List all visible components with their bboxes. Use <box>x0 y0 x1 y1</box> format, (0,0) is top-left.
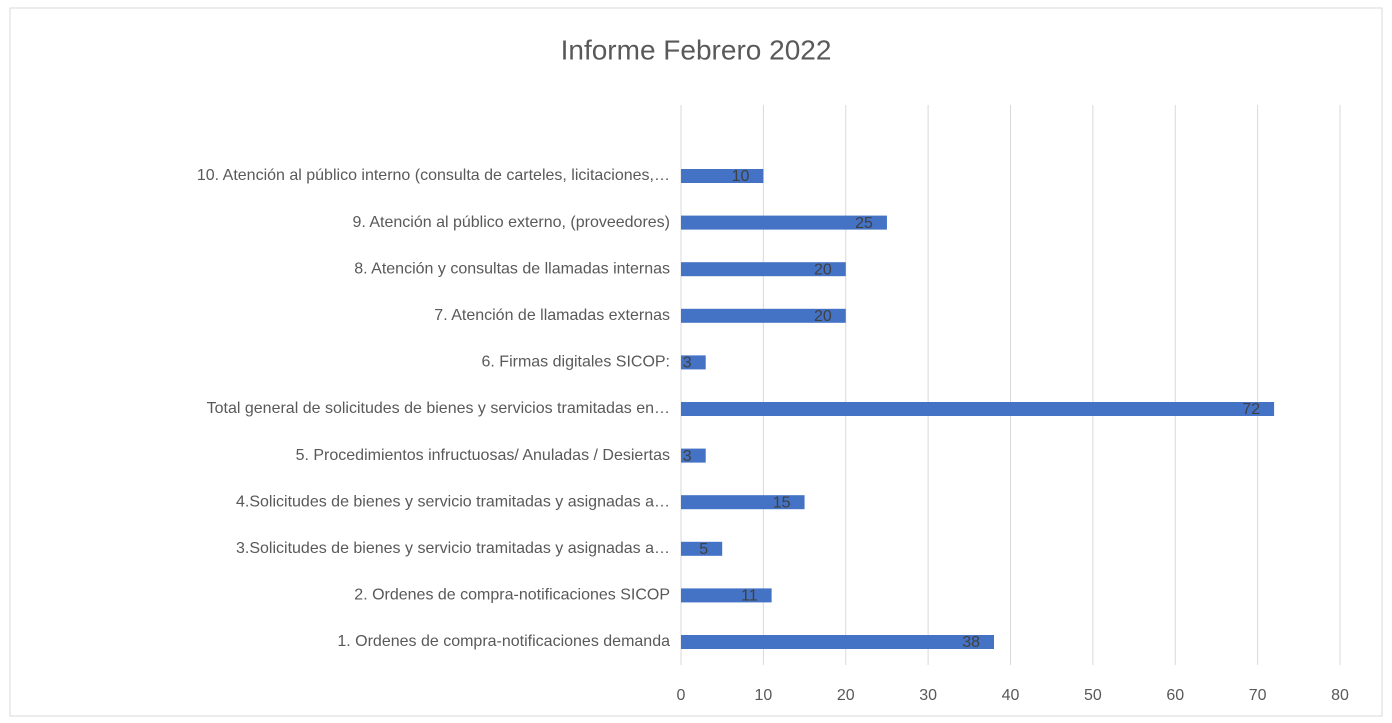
bar <box>681 541 723 556</box>
value-label: 38 <box>962 634 980 651</box>
y-tick-label: 10. Atención al público interno (consult… <box>197 167 670 184</box>
bar <box>681 308 846 323</box>
y-tick-label: 2. Ordenes de compra-notificaciones SICO… <box>354 587 670 604</box>
y-tick-label: 1. Ordenes de compra-notificaciones dema… <box>337 633 670 650</box>
bar <box>681 635 995 649</box>
y-tick-label: 8. Atención y consultas de llamadas inte… <box>354 260 670 277</box>
value-label: 3 <box>683 355 692 372</box>
x-tick-label: 70 <box>1249 687 1267 704</box>
y-tick-label: 7. Atención de llamadas externas <box>434 307 670 324</box>
chart-title: Informe Febrero 2022 <box>561 34 832 65</box>
value-label: 11 <box>741 588 758 605</box>
bar <box>681 355 706 370</box>
x-tick-label: 10 <box>754 687 772 704</box>
x-tick-label: 60 <box>1166 687 1184 704</box>
x-tick-label: 40 <box>1002 687 1020 704</box>
value-label: 10 <box>732 168 750 185</box>
value-label: 5 <box>699 541 708 558</box>
bar <box>681 448 706 463</box>
y-tick-label: 4.Solicitudes de bienes y servicio trami… <box>236 493 670 510</box>
bar <box>681 402 1275 416</box>
value-label: 20 <box>814 261 832 278</box>
value-label: 20 <box>814 308 832 325</box>
y-tick-label: 3.Solicitudes de bienes y servicio trami… <box>236 540 670 557</box>
bar <box>681 262 846 277</box>
bar <box>681 495 805 510</box>
value-label: 72 <box>1242 401 1260 418</box>
x-tick-label: 30 <box>919 687 937 704</box>
value-label: 25 <box>855 215 873 232</box>
x-tick-label: 20 <box>837 687 855 704</box>
y-tick-label: 9. Atención al público externo, (proveed… <box>352 214 670 231</box>
y-tick-label: 6. Firmas digitales SICOP: <box>482 354 671 371</box>
x-tick-label: 0 <box>677 687 686 704</box>
bar <box>681 588 772 603</box>
bar <box>681 169 764 183</box>
y-tick-label: Total general de solicitudes de bienes y… <box>207 400 670 417</box>
x-tick-label: 80 <box>1331 687 1349 704</box>
x-tick-label: 50 <box>1084 687 1102 704</box>
value-label: 3 <box>683 448 692 465</box>
y-tick-label: 5. Procedimientos infructuosas/ Anuladas… <box>296 447 670 464</box>
bar <box>681 215 887 230</box>
value-label: 15 <box>773 494 791 511</box>
